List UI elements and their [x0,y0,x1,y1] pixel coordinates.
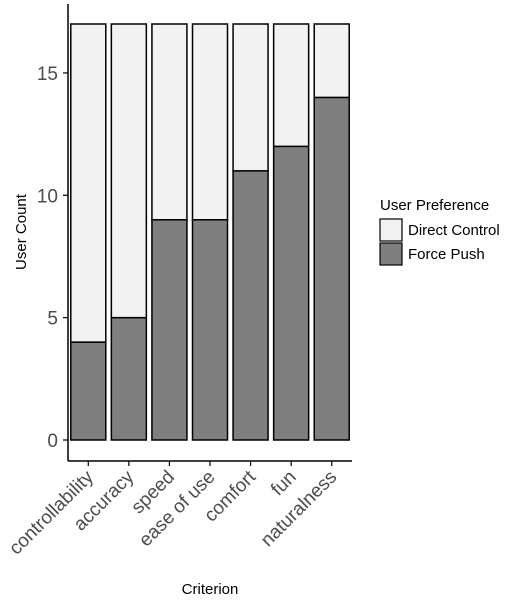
bar-force-push-fun [272,145,310,441]
bar-direct-control-ease-of-use [191,23,229,221]
legend-label-direct-control: Direct Control [408,222,500,239]
bar-direct-control-fun [272,23,310,148]
legend-swatch-direct-control [379,218,403,242]
bar-direct-control-speed [151,23,188,221]
x-tick-label-fun: fun [267,467,301,501]
bar-force-push-comfort [232,170,269,441]
y-tick-label: 5 [47,309,58,330]
legend-swatch-force-push [379,242,403,266]
bar-force-push-speed [151,219,188,441]
bar-force-push-controllability [70,341,107,441]
y-axis-ticks: 0 5 10 15 [37,64,68,452]
bar-direct-control-naturalness [313,23,350,99]
bar-force-push-accuracy [110,316,148,441]
legend: User Preference Direct Control Force Push [379,197,500,266]
legend-label-force-push: Force Push [408,246,485,263]
y-tick-label: 0 [47,431,58,452]
bar-direct-control-accuracy [110,23,148,319]
x-tick-label-naturalness: naturalness [257,467,341,551]
bar-direct-control-controllability [70,23,107,343]
y-axis-title: User Count [13,193,30,270]
x-axis-title: Criterion [182,581,239,598]
y-tick-label: 15 [37,64,58,85]
bar-direct-control-comfort [232,23,269,172]
bar-force-push-naturalness [313,96,350,441]
legend-title: User Preference [380,197,489,214]
bars-group [70,23,350,441]
bar-force-push-ease-of-use [191,219,229,441]
y-tick-label: 10 [37,186,58,207]
